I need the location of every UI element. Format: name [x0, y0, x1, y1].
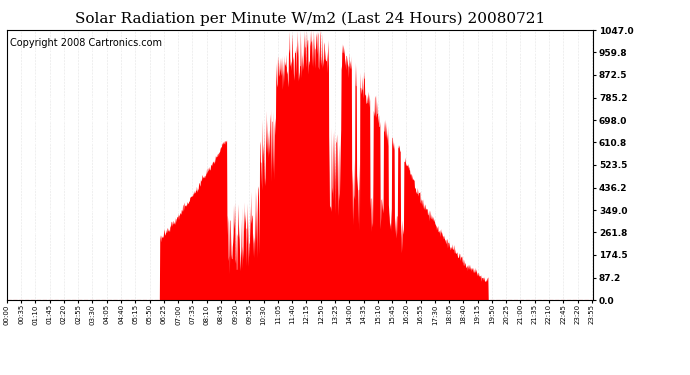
Text: Copyright 2008 Cartronics.com: Copyright 2008 Cartronics.com — [10, 38, 162, 48]
Text: Solar Radiation per Minute W/m2 (Last 24 Hours) 20080721: Solar Radiation per Minute W/m2 (Last 24… — [75, 11, 546, 26]
